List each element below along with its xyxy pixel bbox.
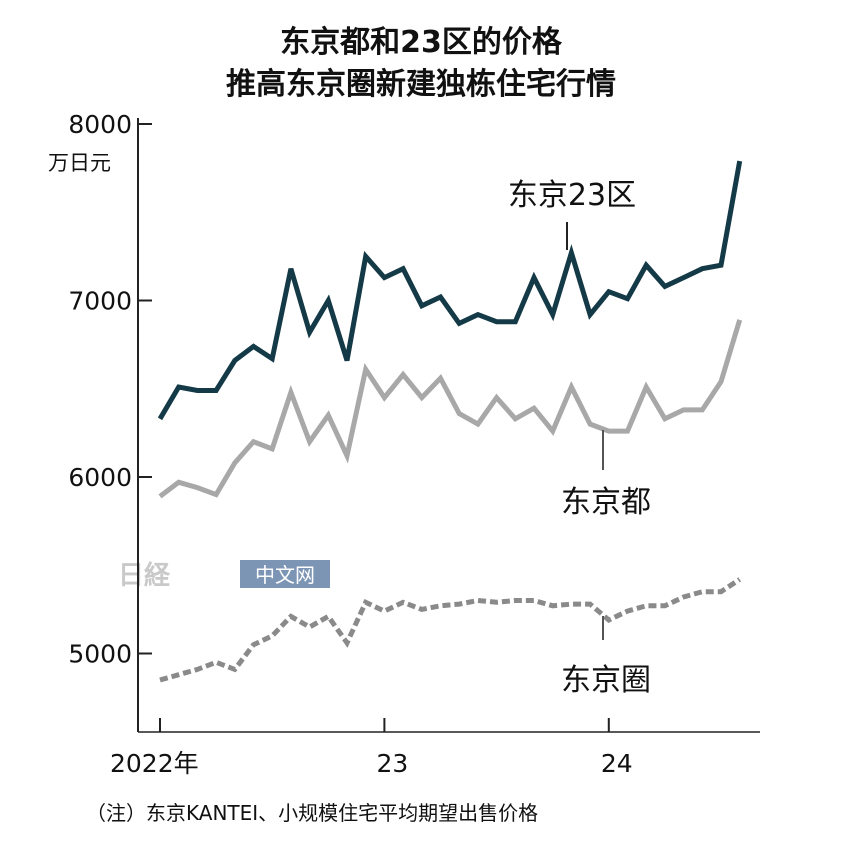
x-tick-label: 23	[376, 749, 408, 778]
y-axis-unit: 万日元	[48, 151, 111, 175]
series-line-tokyo-to	[158, 319, 743, 499]
y-tick-label: 7000	[68, 287, 132, 316]
series-line-tokyo23	[157, 160, 743, 421]
watermark-text: 中文网	[255, 563, 315, 587]
series-label-tokyo-to: 东京都	[561, 430, 651, 520]
x-ticks: 2022年 23 24	[110, 718, 633, 778]
series-label-tokyo23-text: 东京23区	[508, 178, 636, 213]
series-line-tokyo-ken	[159, 577, 742, 683]
watermark-logo: 日経	[118, 560, 171, 591]
source-note: （注）东京KANTEI、小规模住宅平均期望出售价格	[86, 801, 538, 825]
y-tick-label: 5000	[68, 640, 132, 669]
watermark: 日経 中文网	[118, 560, 330, 591]
series-lines	[157, 160, 743, 683]
y-tick-label: 6000	[68, 463, 132, 492]
series-label-tokyo-to-text: 东京都	[561, 485, 651, 520]
watermark-badge	[240, 560, 330, 588]
x-tick-label: 24	[601, 749, 633, 778]
series-label-tokyo-ken-text: 东京圈	[561, 663, 651, 698]
chart-title-line-1: 东京都和23区的价格	[280, 25, 563, 60]
y-tick-label: 8000	[68, 110, 132, 139]
y-ticks: 5000 6000 7000 8000	[68, 110, 152, 669]
series-label-tokyo-ken: 东京圈	[561, 616, 651, 698]
series-label-tokyo23: 东京23区	[508, 178, 636, 250]
x-tick-label: 2022年	[110, 749, 199, 778]
chart-title-line-2: 推高东京圈新建独栋住宅行情	[226, 67, 616, 102]
